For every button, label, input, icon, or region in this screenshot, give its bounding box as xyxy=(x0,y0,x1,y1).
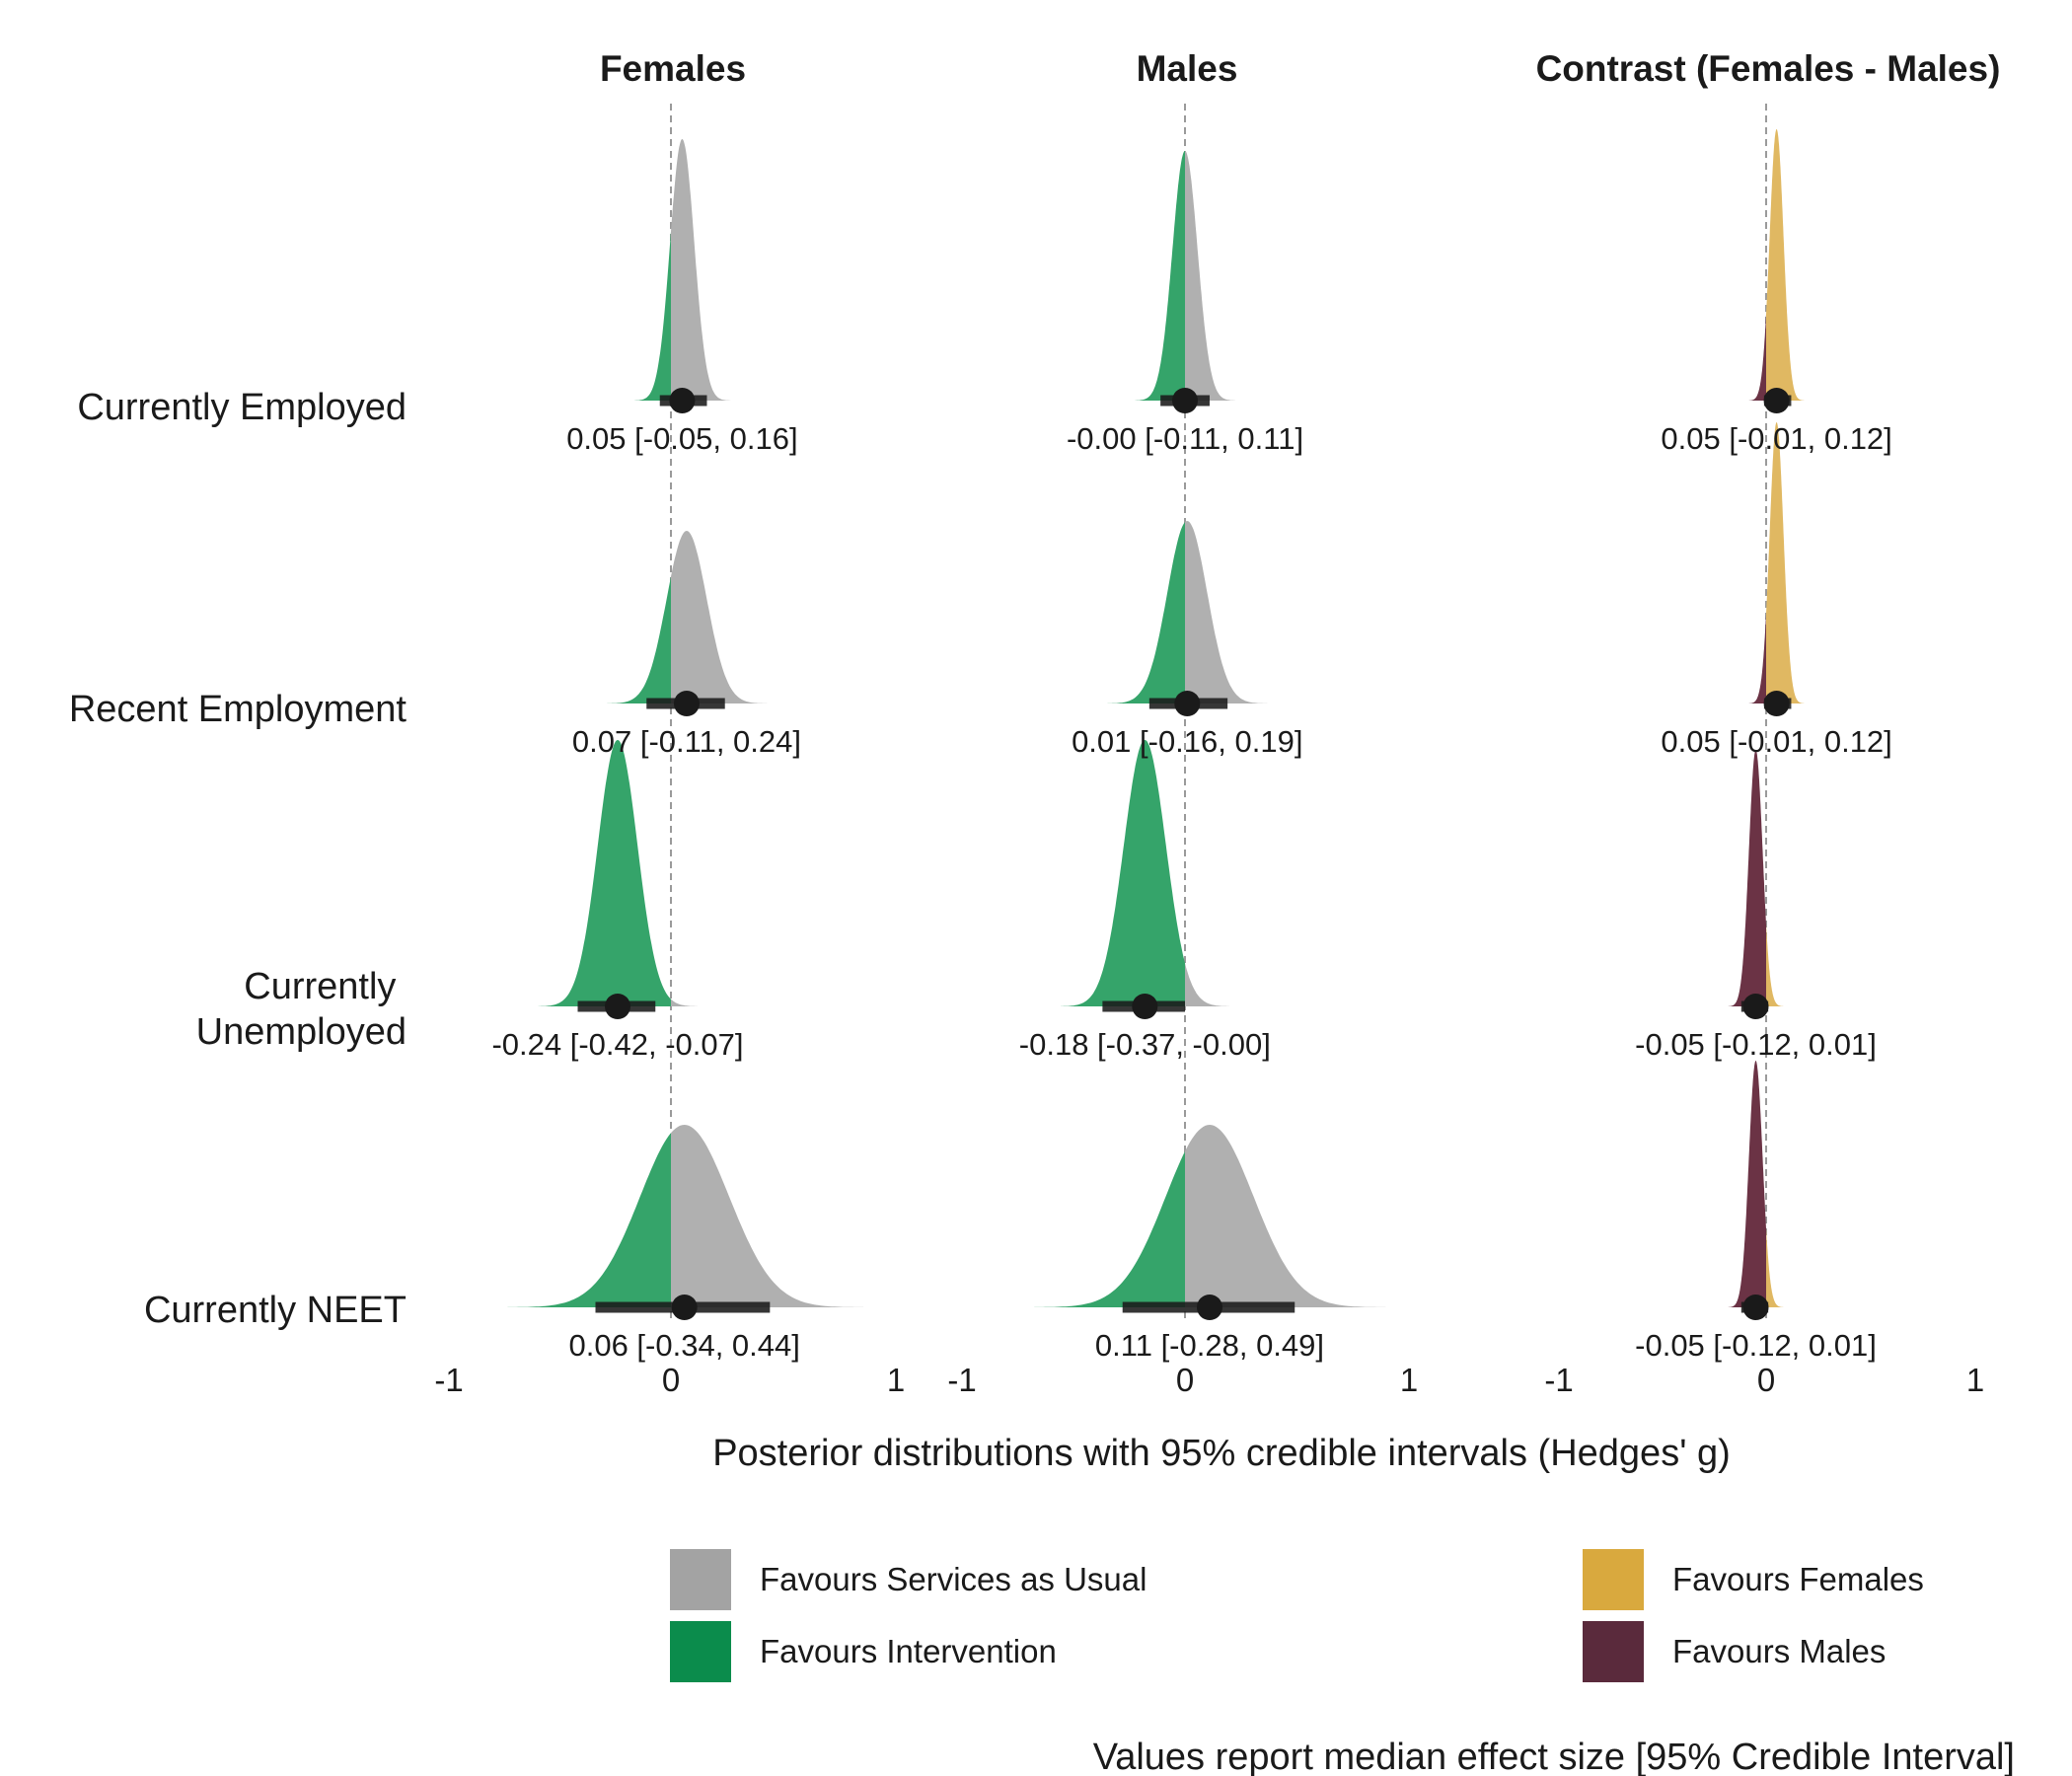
value-label: 0.07 [-0.11, 0.24] xyxy=(572,724,801,759)
median-point xyxy=(671,1295,698,1320)
x-tick-label: 1 xyxy=(1966,1362,1984,1398)
legend: Favours Services as Usual Favours Interv… xyxy=(670,1549,1924,1682)
x-tick-label: 1 xyxy=(1400,1362,1418,1398)
density-favours-services-as-usual xyxy=(671,531,768,703)
legend-label-services-as-usual: Favours Services as Usual xyxy=(760,1561,1147,1597)
row-label-currently-unemployed-line-2: Unemployed xyxy=(196,1011,407,1053)
density-favours-intervention xyxy=(538,740,671,1006)
credible-intervals xyxy=(577,388,1792,1320)
x-tick-label: 0 xyxy=(662,1362,680,1398)
median-point xyxy=(1763,691,1790,716)
row-label-currently-neet: Currently NEET xyxy=(144,1290,407,1331)
median-point xyxy=(1763,388,1790,413)
legend-swatch-favours-females xyxy=(1583,1549,1644,1610)
value-label: 0.06 [-0.34, 0.44] xyxy=(568,1328,799,1363)
median-point xyxy=(669,388,696,413)
density-favours-females xyxy=(1766,925,1784,1006)
density-favours-services-as-usual xyxy=(671,139,731,401)
density-favours-services-as-usual xyxy=(1185,963,1229,1006)
density-favours-services-as-usual xyxy=(1185,1125,1386,1307)
value-label: -0.24 [-0.42, -0.07] xyxy=(491,1027,743,1062)
panel-titles: Females Males Contrast (Females - Males) xyxy=(600,48,2000,89)
value-label: 0.05 [-0.05, 0.16] xyxy=(566,421,797,456)
median-point xyxy=(1174,691,1201,716)
value-label: 0.11 [-0.28, 0.49] xyxy=(1095,1328,1324,1363)
x-axis-ticks: -1 0 1 -1 0 1 -1 0 1 xyxy=(434,1362,1984,1398)
x-tick-label: 0 xyxy=(1757,1362,1775,1398)
panel-title-contrast: Contrast (Females - Males) xyxy=(1536,48,2001,89)
density-favours-services-as-usual xyxy=(1185,521,1268,703)
row-labels: Currently Employed Recent Employment Cur… xyxy=(69,387,407,1331)
density-favours-intervention xyxy=(1135,151,1185,401)
density-favours-services-as-usual xyxy=(1185,151,1235,401)
density-favours-services-as-usual xyxy=(671,1125,864,1307)
caption: Values report median effect size [95% Cr… xyxy=(1093,1737,2015,1776)
value-label: -0.00 [-0.11, 0.11] xyxy=(1067,421,1303,456)
row-label-currently-employed: Currently Employed xyxy=(77,387,407,428)
legend-swatch-favours-males xyxy=(1583,1621,1644,1682)
density-favours-males xyxy=(1728,1061,1766,1307)
value-label: -0.05 [-0.12, 0.01] xyxy=(1635,1328,1877,1363)
value-label: -0.05 [-0.12, 0.01] xyxy=(1635,1027,1877,1062)
panel-title-males: Males xyxy=(1137,48,1238,89)
median-point xyxy=(605,994,630,1019)
legend-label-intervention: Favours Intervention xyxy=(760,1633,1057,1669)
median-point xyxy=(1132,994,1158,1019)
legend-swatch-intervention xyxy=(670,1621,731,1682)
density-favours-intervention xyxy=(634,231,671,401)
density-favours-services-as-usual xyxy=(671,999,698,1006)
density-favours-intervention xyxy=(1034,1150,1185,1307)
row-label-currently-unemployed: Currently Unemployed xyxy=(196,966,407,1053)
value-label: -0.18 [-0.37, -0.00] xyxy=(1019,1027,1271,1062)
density-favours-intervention xyxy=(1107,522,1185,703)
x-tick-label: -1 xyxy=(1544,1362,1573,1398)
median-point xyxy=(1742,1295,1769,1320)
legend-label-favours-males: Favours Males xyxy=(1672,1633,1886,1669)
value-label: 0.05 [-0.01, 0.12] xyxy=(1661,724,1891,759)
x-tick-label: -1 xyxy=(947,1362,976,1398)
density-favours-males xyxy=(1748,614,1766,703)
panel-title-females: Females xyxy=(600,48,746,89)
median-point xyxy=(1172,388,1198,413)
density-favours-females xyxy=(1766,129,1805,401)
value-label: 0.01 [-0.16, 0.19] xyxy=(1072,724,1302,759)
density-favours-females xyxy=(1766,1228,1784,1307)
median-point xyxy=(673,691,700,716)
density-favours-intervention xyxy=(607,576,671,703)
value-label: 0.05 [-0.01, 0.12] xyxy=(1661,421,1891,456)
density-favours-males xyxy=(1728,750,1766,1006)
x-tick-label: -1 xyxy=(434,1362,463,1398)
legend-label-favours-females: Favours Females xyxy=(1672,1561,1924,1597)
x-tick-label: 1 xyxy=(887,1362,905,1398)
density-curves xyxy=(507,129,1805,1307)
row-label-currently-unemployed-line-1: Currently xyxy=(244,966,396,1007)
legend-swatch-services-as-usual xyxy=(670,1549,731,1610)
value-labels: 0.05 [-0.05, 0.16] 0.07 [-0.11, 0.24] -0.2… xyxy=(491,421,1891,1363)
x-tick-label: 0 xyxy=(1176,1362,1194,1398)
density-favours-intervention xyxy=(507,1133,671,1307)
density-favours-males xyxy=(1748,314,1766,401)
row-label-recent-employment: Recent Employment xyxy=(69,689,407,730)
x-axis-title: Posterior distributions with 95% credibl… xyxy=(712,1433,1731,1474)
median-point xyxy=(1742,994,1769,1019)
density-favours-intervention xyxy=(1061,740,1185,1006)
median-point xyxy=(1196,1295,1222,1320)
density-favours-females xyxy=(1766,422,1805,703)
